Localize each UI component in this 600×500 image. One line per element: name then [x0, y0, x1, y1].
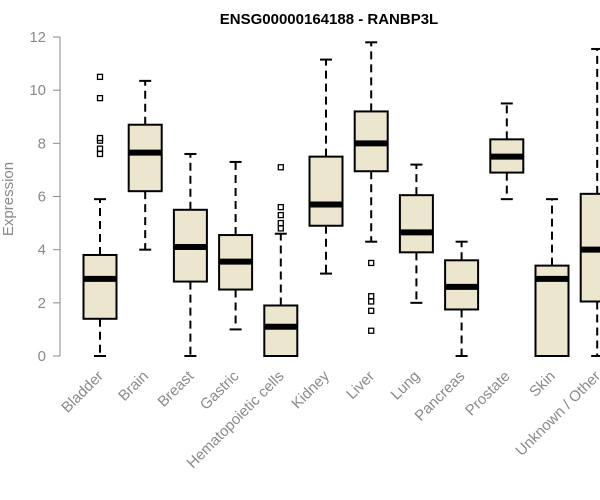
outlier-point [277, 164, 284, 171]
box-group [172, 152, 208, 357]
box-series [82, 41, 600, 358]
outlier-point [96, 94, 104, 102]
box-group [353, 41, 389, 334]
outlier-point [96, 73, 104, 81]
box-group [127, 79, 163, 251]
x-category-label: Liver [343, 368, 378, 403]
y-tick-label: 2 [38, 295, 46, 312]
outlier-point [96, 150, 104, 158]
y-tick-label: 8 [38, 135, 46, 152]
outlier-point [368, 298, 375, 305]
outlier-point [277, 225, 284, 232]
outlier-point [277, 203, 284, 211]
box-iqr [82, 253, 118, 320]
box-group [82, 73, 118, 357]
outlier-point [368, 327, 375, 334]
x-category-label: Pancreas [412, 368, 469, 425]
x-category-label: Prostate [462, 368, 514, 420]
outlier-point [368, 293, 375, 300]
box-group [579, 47, 600, 357]
x-category-label: Lung [388, 368, 424, 404]
outlier-point [277, 219, 284, 227]
chart-title: ENSG00000164188 - RANBP3L [220, 11, 438, 28]
x-category-label: Kidney [288, 367, 333, 412]
outlier-point [277, 211, 284, 219]
y-tick-label: 0 [38, 348, 46, 365]
box-group [534, 198, 570, 357]
x-category-label: Skin [526, 368, 559, 401]
y-axis: 0 2 4 6 8 10 12 [29, 29, 61, 365]
y-tick-label: 12 [29, 29, 46, 46]
outlier-point [96, 145, 104, 152]
box-group [218, 160, 254, 331]
outlier-point [96, 134, 104, 142]
x-category-label: Breast [155, 367, 198, 410]
box-group [263, 164, 299, 358]
box-group [398, 163, 434, 304]
box-iqr [398, 194, 434, 254]
outlier-point [368, 307, 375, 314]
box-iqr [308, 155, 344, 227]
box-group [444, 240, 480, 357]
y-axis-label: Expression [0, 162, 17, 236]
box-iqr [127, 123, 163, 193]
y-tick-label: 10 [29, 82, 46, 99]
box-group [308, 58, 344, 275]
x-category-label: Brain [115, 368, 152, 405]
outlier-point [368, 259, 375, 267]
y-tick-label: 4 [38, 242, 46, 259]
box-group [489, 102, 525, 201]
box-iqr [263, 304, 299, 358]
x-category-label: Bladder [58, 368, 107, 417]
y-tick-label: 6 [38, 189, 46, 206]
